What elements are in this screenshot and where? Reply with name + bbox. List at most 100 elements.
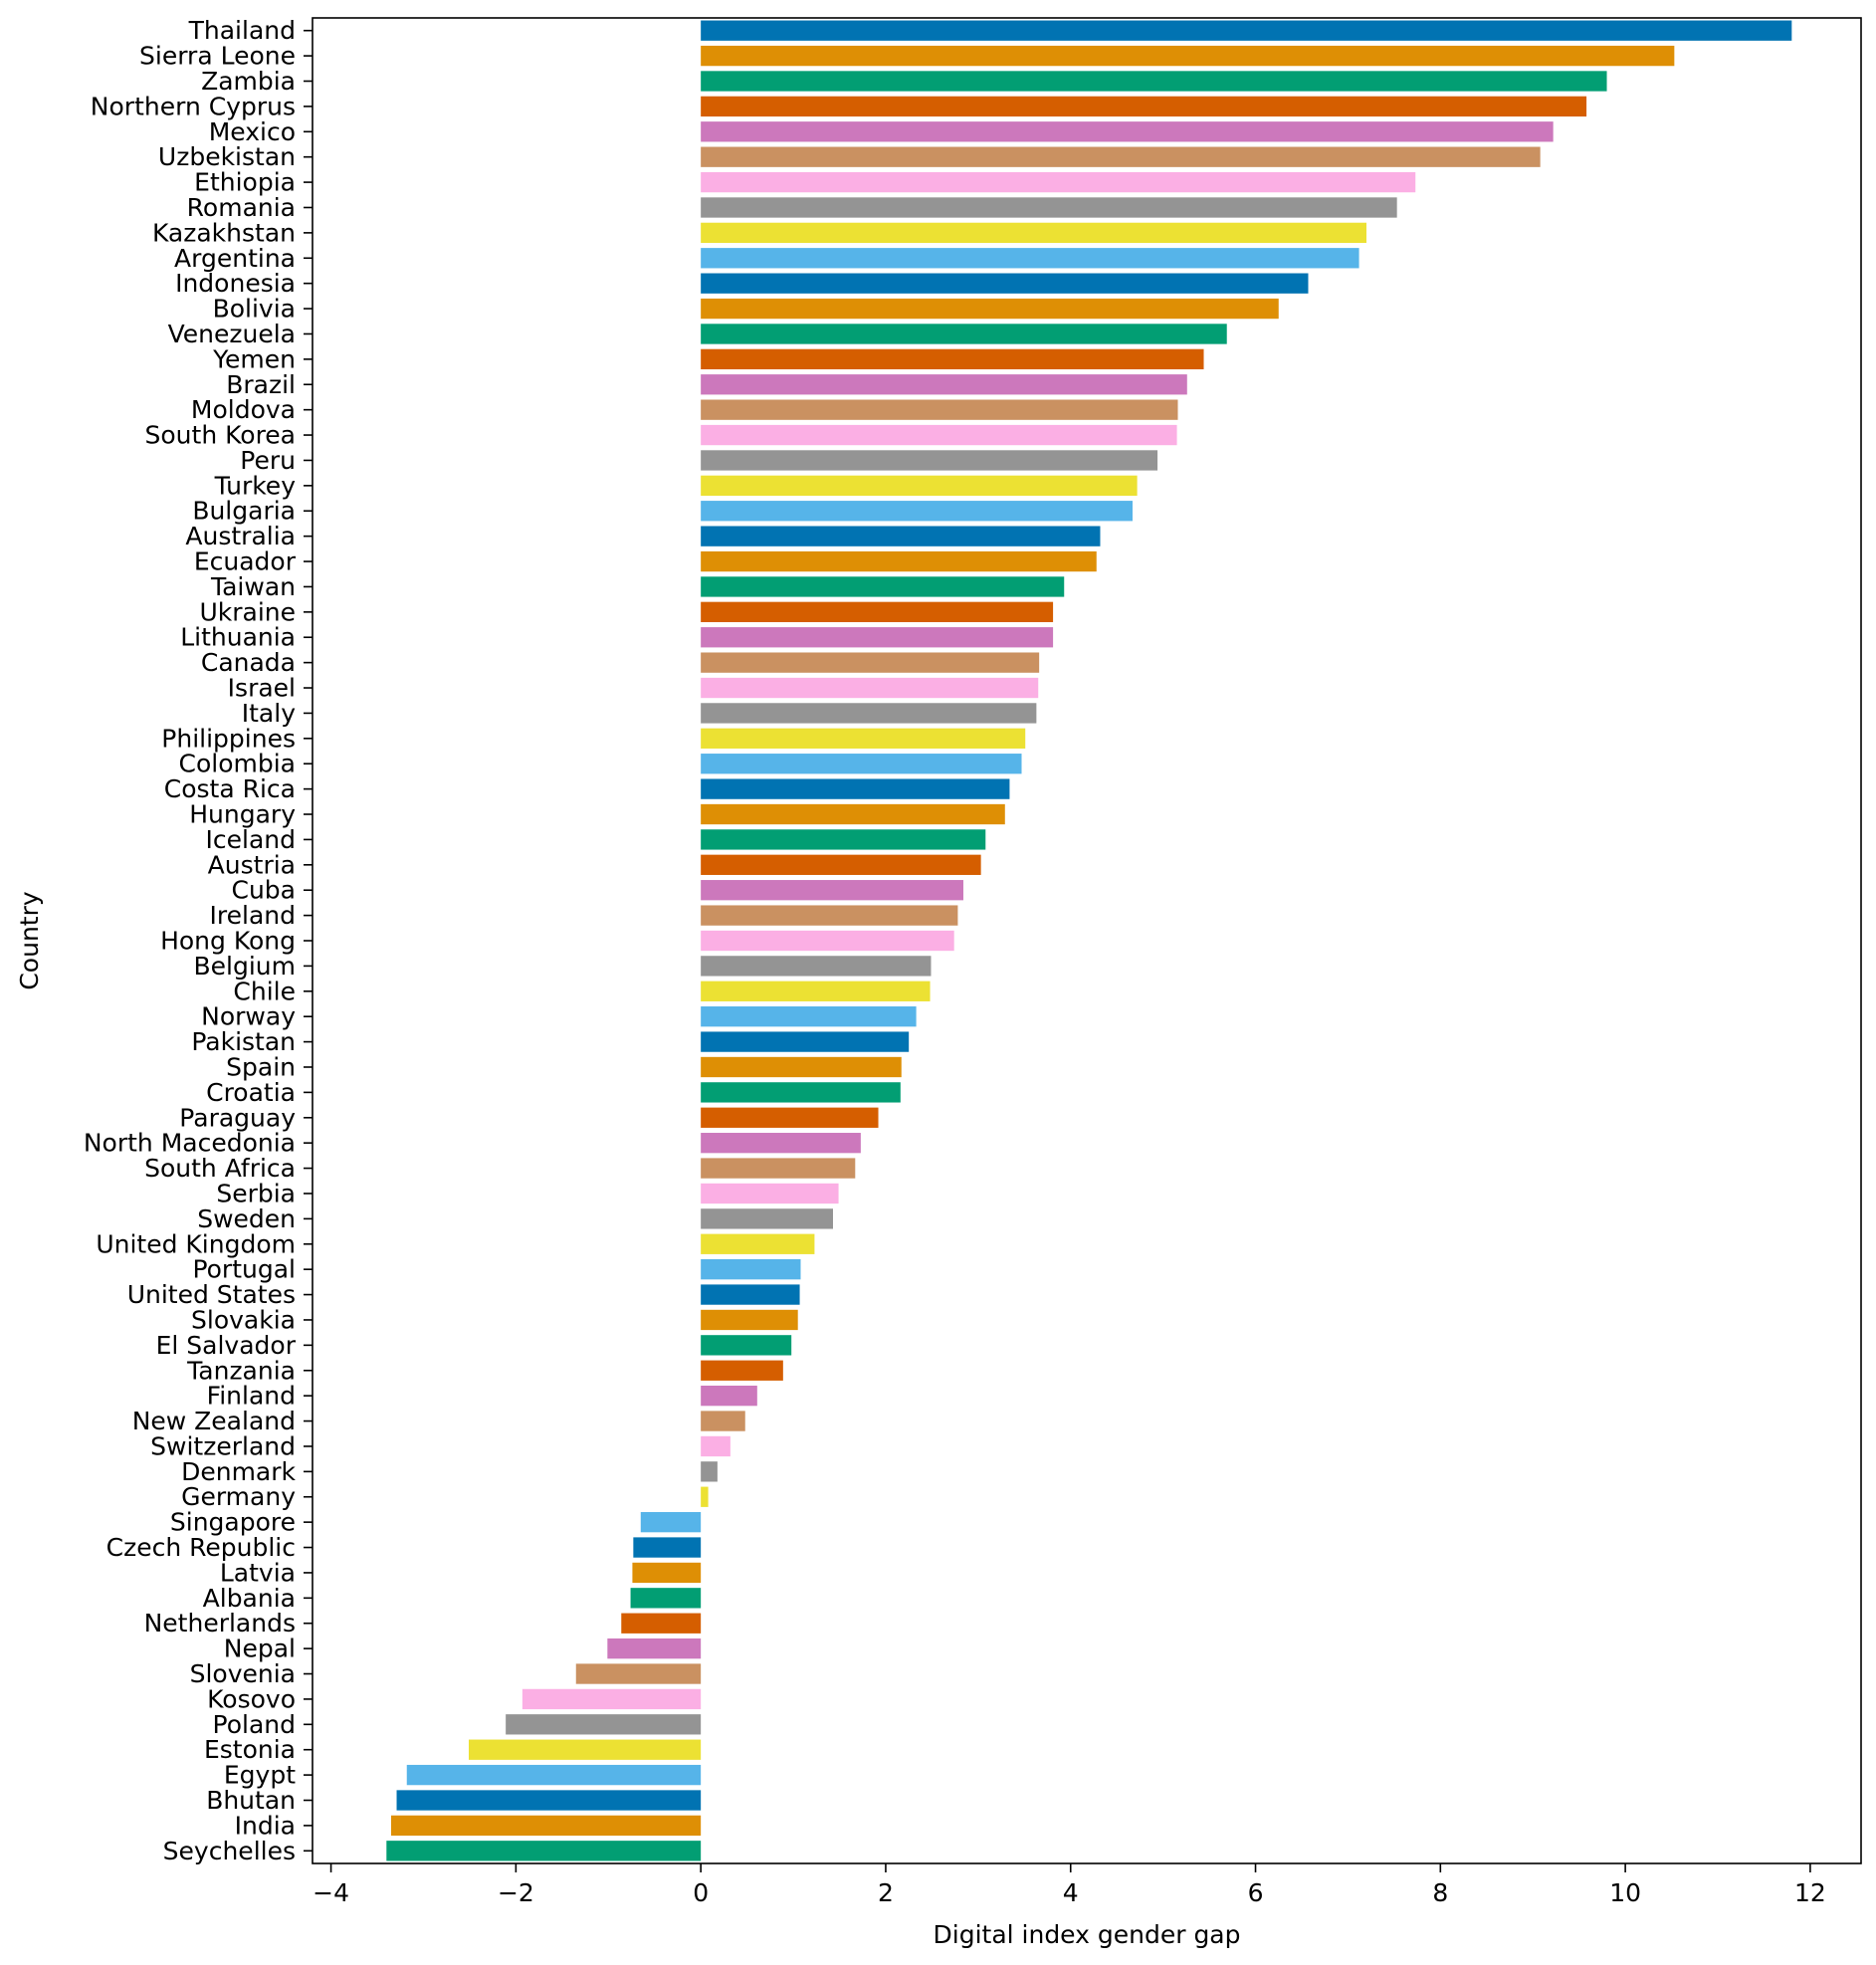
y-tick-label: Venezuela bbox=[168, 320, 296, 348]
bar-united-kingdom bbox=[701, 1233, 815, 1254]
y-tick-label: New Zealand bbox=[132, 1407, 296, 1435]
bar-netherlands bbox=[621, 1613, 702, 1634]
bar-bulgaria bbox=[701, 501, 1133, 522]
bar-sweden bbox=[701, 1208, 834, 1229]
bar-peru bbox=[701, 450, 1158, 471]
y-tick-label: Bulgaria bbox=[192, 497, 296, 526]
y-tick-label: El Salvador bbox=[156, 1331, 297, 1360]
y-tick-label: Turkey bbox=[214, 471, 297, 500]
bars bbox=[386, 20, 1792, 1861]
bar-belgium bbox=[701, 956, 932, 977]
y-tick-label: Spain bbox=[226, 1052, 296, 1081]
y-tick-label: Croatia bbox=[206, 1078, 296, 1107]
bar-bhutan bbox=[396, 1790, 702, 1811]
y-tick-label: Nepal bbox=[224, 1635, 296, 1663]
bar-croatia bbox=[701, 1082, 901, 1103]
bar-norway bbox=[701, 1006, 917, 1027]
x-tick-label: 8 bbox=[1432, 1878, 1448, 1907]
bar-czech-republic bbox=[633, 1537, 702, 1558]
y-tick-label: Yemen bbox=[212, 344, 296, 373]
bar-poland bbox=[506, 1714, 702, 1735]
bar-el-salvador bbox=[701, 1335, 792, 1356]
y-tick-label: Canada bbox=[201, 648, 296, 677]
bar-serbia bbox=[701, 1183, 839, 1204]
y-tick-label: Egypt bbox=[224, 1761, 296, 1790]
y-tick-label: Argentina bbox=[174, 244, 296, 273]
y-tick-label: Italy bbox=[242, 699, 296, 728]
y-tick-label: United States bbox=[127, 1280, 296, 1309]
bar-finland bbox=[701, 1385, 757, 1407]
bar-north-macedonia bbox=[701, 1133, 861, 1154]
bar-yemen bbox=[701, 348, 1204, 370]
x-tick-label: 2 bbox=[878, 1878, 894, 1907]
bar-bolivia bbox=[701, 298, 1279, 320]
bar-ukraine bbox=[701, 601, 1054, 622]
bar-germany bbox=[701, 1486, 709, 1507]
y-tick-label: Belgium bbox=[194, 952, 297, 981]
bar-spain bbox=[701, 1056, 902, 1078]
x-tick-label: 12 bbox=[1794, 1878, 1826, 1907]
bar-austria bbox=[701, 854, 981, 875]
bar-romania bbox=[701, 197, 1397, 218]
bar-seychelles bbox=[386, 1841, 702, 1861]
bar-new-zealand bbox=[701, 1411, 745, 1431]
y-tick-label: Australia bbox=[185, 522, 296, 550]
y-tick-label: Kazakhstan bbox=[152, 218, 296, 247]
y-tick-label: Israel bbox=[228, 674, 296, 703]
x-axis-ticks: −4 −2 0 2 4 6 8 10 12 bbox=[313, 1863, 1826, 1907]
y-tick-label: Taiwan bbox=[210, 572, 296, 601]
y-tick-label: Serbia bbox=[216, 1179, 296, 1207]
y-tick-label: Latvia bbox=[220, 1558, 296, 1587]
y-tick-label: Lithuania bbox=[180, 623, 296, 652]
y-tick-label: Bolivia bbox=[213, 295, 296, 324]
bar-australia bbox=[701, 526, 1101, 546]
bar-venezuela bbox=[701, 324, 1227, 344]
y-tick-label: Norway bbox=[201, 1002, 296, 1031]
bar-iceland bbox=[701, 829, 986, 850]
bar-italy bbox=[701, 703, 1037, 724]
y-tick-label: Ethiopia bbox=[194, 168, 296, 197]
x-tick-label: 10 bbox=[1609, 1878, 1641, 1907]
bar-ireland bbox=[701, 905, 958, 926]
y-tick-label: Uzbekistan bbox=[158, 142, 296, 171]
bar-ecuador bbox=[701, 550, 1097, 572]
bar-south-africa bbox=[701, 1158, 856, 1179]
bar-hungary bbox=[701, 803, 1005, 825]
x-axis-label: Digital index gender gap bbox=[934, 1920, 1241, 1949]
x-tick-label: 0 bbox=[693, 1878, 709, 1907]
y-tick-label: Colombia bbox=[179, 750, 296, 778]
bar-switzerland bbox=[701, 1435, 730, 1457]
y-tick-label: Chile bbox=[233, 977, 296, 1005]
bar-lithuania bbox=[701, 627, 1054, 648]
y-axis-label: Country bbox=[15, 891, 44, 990]
y-tick-label: Ukraine bbox=[199, 597, 296, 626]
y-tick-label: Pakistan bbox=[191, 1027, 296, 1056]
y-tick-label: Germany bbox=[181, 1482, 296, 1511]
y-tick-label: Seychelles bbox=[163, 1837, 296, 1865]
bar-paraguay bbox=[701, 1107, 879, 1128]
y-tick-label: Portugal bbox=[192, 1255, 296, 1284]
bar-hong-kong bbox=[701, 930, 954, 952]
y-tick-label: Paraguay bbox=[179, 1103, 296, 1132]
y-tick-label: Moldova bbox=[191, 395, 296, 424]
bar-chile bbox=[701, 981, 931, 1001]
bar-albania bbox=[630, 1588, 702, 1609]
bar-estonia bbox=[468, 1739, 702, 1760]
bar-united-states bbox=[701, 1284, 800, 1305]
y-tick-label: Ireland bbox=[210, 901, 296, 930]
y-tick-label: Estonia bbox=[204, 1735, 296, 1764]
y-tick-label: Austria bbox=[208, 850, 296, 879]
bar-philippines bbox=[701, 728, 1026, 749]
y-tick-label: Netherlands bbox=[144, 1609, 296, 1638]
bar-uzbekistan bbox=[701, 146, 1541, 167]
y-tick-label: Czech Republic bbox=[106, 1533, 296, 1562]
bar-kosovo bbox=[521, 1688, 702, 1710]
y-tick-label: Poland bbox=[213, 1710, 296, 1739]
bar-israel bbox=[701, 677, 1039, 699]
y-tick-label: India bbox=[235, 1811, 296, 1840]
bar-colombia bbox=[701, 754, 1022, 774]
bar-latvia bbox=[632, 1562, 702, 1584]
y-tick-label: Hong Kong bbox=[160, 927, 296, 956]
y-tick-label: South Africa bbox=[144, 1154, 296, 1183]
